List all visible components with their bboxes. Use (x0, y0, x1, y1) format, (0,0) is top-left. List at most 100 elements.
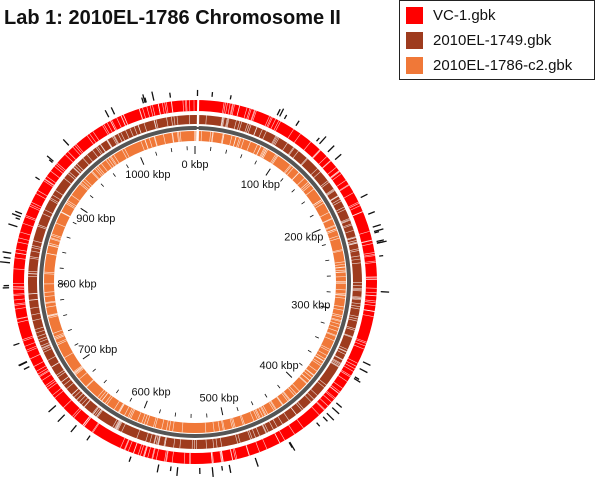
ring-1-gap (153, 119, 157, 129)
inner-tick (240, 154, 243, 159)
outer-mark (46, 155, 54, 162)
ring-1-gap (39, 338, 48, 343)
ring-2-gap (74, 366, 83, 373)
ring-2-gap (96, 167, 104, 176)
ring-0-gap (44, 179, 54, 186)
ring-0-gap (22, 337, 34, 342)
ring-1-gap (262, 424, 267, 433)
inner-tick (126, 164, 129, 169)
ring-2-gap (85, 379, 94, 387)
ring-1-gap (49, 199, 58, 205)
ring-1-gap (205, 439, 207, 449)
ring-0-gap (232, 448, 236, 460)
ring-1-gap (31, 312, 41, 316)
ring-1-gap (41, 344, 51, 350)
ring-1-gap (121, 423, 126, 433)
ring-1-gap (351, 258, 361, 261)
ring-2-gap (144, 139, 149, 150)
ring-1-gap (317, 381, 325, 388)
ring-0-gap (138, 108, 143, 120)
inner-tick (236, 407, 239, 412)
ring-1-gap (348, 242, 358, 246)
ring-2-gap (332, 250, 343, 253)
ring-0-gap (110, 120, 116, 131)
ring-0-gap (245, 445, 250, 456)
ring-2-gap (315, 202, 324, 209)
ring-0-gap (362, 243, 373, 247)
ring-2-gap (255, 408, 261, 419)
ring-2-gap (146, 415, 151, 426)
inner-tick (301, 201, 306, 205)
outer-mark (379, 254, 384, 257)
ring-2-gap (241, 415, 245, 425)
outer-mark (316, 137, 320, 142)
ring-2-gap (289, 386, 297, 395)
ring-1-gap (330, 195, 339, 201)
ring-1-gap (331, 361, 340, 367)
ring-0-gap (157, 103, 161, 115)
ring-0-gap (15, 252, 27, 255)
ring-2-gap (211, 132, 214, 143)
ring-1-gap (253, 126, 258, 136)
ring-0-gap (229, 103, 233, 115)
ring-0-gap (326, 390, 336, 399)
ring-1-gap (92, 150, 99, 158)
page-title: Lab 1: 2010EL-1786 Chromosome II (4, 7, 341, 29)
ring-1-gap (264, 423, 269, 433)
ring-0-gap (37, 368, 48, 375)
inner-tick (321, 244, 326, 247)
ring-1-gap (255, 427, 260, 437)
inner-tick (143, 400, 148, 409)
ring-1-gap (129, 128, 134, 137)
ring-2-gap (322, 217, 333, 223)
ring-1-gap (352, 297, 362, 300)
ring-0-gap (341, 369, 352, 377)
ring-2-gap (335, 269, 346, 272)
ring-0-gap (288, 424, 295, 435)
ring-0-gap (17, 241, 29, 245)
ring-2-gap (211, 132, 214, 143)
ring-1-gap (33, 240, 43, 244)
ring-2-gap (300, 181, 309, 189)
ring-2-gap (127, 408, 133, 418)
ring-2-gap (97, 166, 105, 175)
ring-1-gap (57, 371, 66, 378)
ring-2-gap (314, 355, 324, 362)
ring-0-gap (347, 358, 358, 364)
ring-1-gap (125, 130, 130, 139)
legend-label-2010el-1749: 2010EL-1749.gbk (433, 31, 552, 49)
ring-2-gap (328, 327, 338, 332)
ring-1-gap (51, 362, 60, 368)
ring-1-gap (72, 167, 80, 175)
ring-0-gap (365, 299, 377, 302)
ring-2-gap (79, 183, 88, 191)
ring-0-gap (349, 203, 360, 209)
ring-0-gap (26, 347, 38, 353)
ring-1-gap (92, 407, 99, 415)
ring-2-gap (101, 163, 108, 172)
ring-1-gap (32, 318, 42, 322)
ring-1-gap (44, 209, 53, 214)
ring-2-gap (80, 182, 89, 190)
ring-2-gap (221, 420, 224, 431)
ring-0-gap (44, 178, 55, 186)
ring-0-gap (359, 230, 370, 235)
ring-2-gap (44, 291, 55, 293)
ring-1-gap (113, 136, 119, 145)
ring-0-gap (124, 439, 130, 451)
ring-1-gap (116, 421, 122, 430)
outer-mark (288, 442, 293, 449)
ring-2-gap (303, 371, 313, 378)
ring-0-gap (25, 214, 37, 220)
ring-0-gap (103, 124, 110, 135)
ring-0-gap (220, 451, 223, 463)
ring-0-gap (37, 190, 48, 197)
ring-0-gap (322, 160, 331, 169)
ring-0-gap (38, 369, 49, 377)
ring-0-gap (262, 438, 268, 450)
ring-0-gap (364, 260, 376, 263)
ring-0-gap (333, 381, 343, 389)
ring-1-gap (339, 345, 348, 350)
legend-swatch-vc1 (406, 6, 423, 24)
ring-2-gap (287, 387, 295, 396)
